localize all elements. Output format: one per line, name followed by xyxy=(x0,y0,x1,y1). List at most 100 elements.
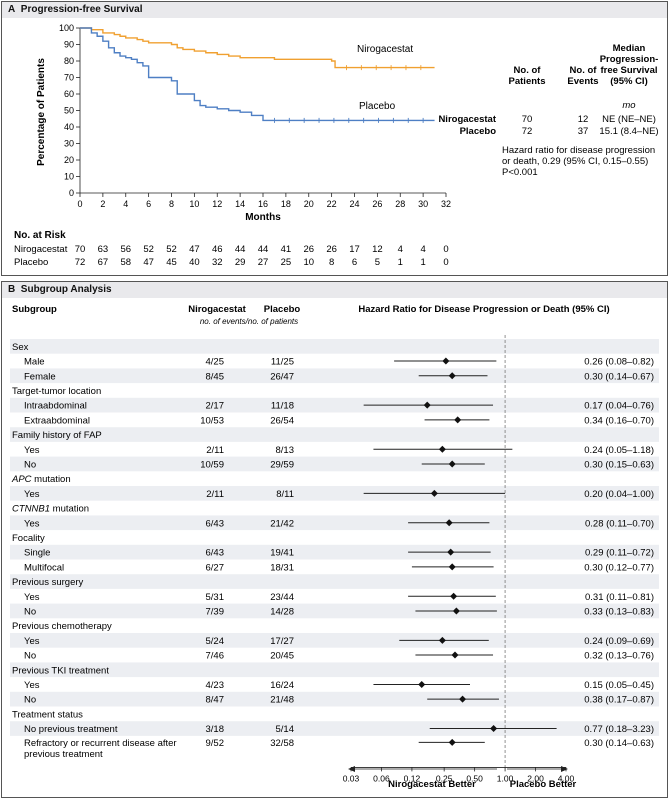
risk-value: 0 xyxy=(443,257,448,268)
subgroup-label: Male xyxy=(24,357,45,368)
risk-value: 27 xyxy=(258,257,269,268)
placebo-events: 11/18 xyxy=(271,401,294,412)
subgroup-header: Previous TKI treatment xyxy=(12,665,109,676)
km-x-tick-label: 24 xyxy=(349,199,359,209)
panel-b: B Subgroup Analysis Subgroup Nirogacesta… xyxy=(1,281,668,798)
legend-row-placebo-events: 37 xyxy=(578,126,589,137)
subgroup-label: Female xyxy=(24,371,56,382)
panel-b-title: Subgroup Analysis xyxy=(20,284,112,295)
row-band xyxy=(10,486,659,501)
niro-events: 3/18 xyxy=(206,724,225,735)
hr-ci-text: 0.30 (0.12–0.77) xyxy=(584,562,654,573)
risk-value: 52 xyxy=(166,244,177,255)
hr-point xyxy=(454,416,462,424)
km-curve-placebo xyxy=(80,27,435,122)
km-x-tick-label: 26 xyxy=(372,199,382,209)
hr-point xyxy=(448,372,456,380)
hr-ci-text: 0.30 (0.14–0.63) xyxy=(584,738,654,749)
row-band xyxy=(10,662,659,678)
subgroup-header: CTNNB1 mutation xyxy=(12,504,89,515)
subgroup-header: APC mutation xyxy=(11,474,71,485)
km-x-tick-label: 22 xyxy=(327,199,337,209)
hr-ci-text: 0.38 (0.17–0.87) xyxy=(584,695,654,706)
hr-point xyxy=(423,401,431,409)
risk-value: 1 xyxy=(398,257,403,268)
subgroup-label: Multifocal xyxy=(24,562,64,573)
placebo-events: 16/24 xyxy=(270,680,294,691)
risk-value: 58 xyxy=(120,257,131,268)
placebo-events: 29/59 xyxy=(270,459,294,470)
placebo-events: 26/54 xyxy=(270,415,294,426)
hr-ci-text: 0.77 (0.18–3.23) xyxy=(584,724,654,735)
risk-value: 29 xyxy=(235,257,246,268)
col-subgroup: Subgroup xyxy=(12,304,57,315)
hr-point xyxy=(448,460,456,468)
subgroup-label: No xyxy=(24,459,36,470)
legend-row-placebo-patients: 72 xyxy=(522,126,533,137)
subgroup-label: No xyxy=(24,606,36,617)
hr-point xyxy=(438,636,446,644)
panel-b-header: B Subgroup Analysis xyxy=(2,282,667,298)
subgroup-label: No xyxy=(24,695,36,706)
subgroup-header: Family history of FAP xyxy=(12,430,102,441)
col-nirogacestat: Nirogacestat xyxy=(188,304,246,315)
subgroup-header: Treatment status xyxy=(12,709,83,720)
niro-events: 7/46 xyxy=(206,651,225,662)
panel-b-letter: B xyxy=(8,284,16,295)
km-x-tick-label: 2 xyxy=(100,199,105,209)
niro-events: 9/52 xyxy=(206,738,225,749)
km-x-tick-label: 10 xyxy=(189,199,199,209)
row-band xyxy=(10,368,659,384)
niro-events: 10/59 xyxy=(200,459,224,470)
hr-ci-text: 0.32 (0.13–0.76) xyxy=(584,651,654,662)
risk-table-title: No. at Risk xyxy=(14,230,66,241)
km-y-tick-label: 20 xyxy=(64,155,74,165)
direction-arrows: Nirogacestat Better Placebo Better xyxy=(348,766,577,790)
hr-ci-text: 0.34 (0.16–0.70) xyxy=(584,415,654,426)
col-hazard-ratio: Hazard Ratio for Disease Progression or … xyxy=(358,304,609,315)
row-band xyxy=(10,721,659,736)
subgroup-label: Yes xyxy=(24,489,40,500)
hr-point xyxy=(459,695,467,703)
hr-ci-text: 0.28 (0.11–0.70) xyxy=(585,518,654,529)
subgroup-label: No previous treatment xyxy=(24,724,118,735)
km-x-tick-label: 0 xyxy=(77,199,82,209)
risk-value: 6 xyxy=(352,257,357,268)
legend-row-niro-median: NE (NE–NE) xyxy=(602,114,656,125)
row-band xyxy=(10,633,659,648)
hr-point xyxy=(448,738,456,746)
km-x-tick-label: 14 xyxy=(235,199,245,209)
risk-value: 45 xyxy=(166,257,177,268)
placebo-events: 18/31 xyxy=(270,562,294,573)
niro-events: 7/39 xyxy=(206,606,225,617)
subgroup-label: Single xyxy=(24,548,50,559)
km-y-tick-label: 80 xyxy=(64,56,74,66)
placebo-events: 20/45 xyxy=(270,651,294,662)
km-label-nirogacestat: Nirogacestat xyxy=(357,44,413,55)
row-band xyxy=(10,339,659,354)
niro-events: 6/43 xyxy=(206,548,225,559)
risk-value: 63 xyxy=(98,244,109,255)
risk-value: 32 xyxy=(212,257,223,268)
km-y-tick-label: 50 xyxy=(64,106,74,116)
km-y-tick-label: 90 xyxy=(64,40,74,50)
placebo-events: 21/48 xyxy=(270,695,294,706)
subgroup-label: Intraabdominal xyxy=(24,401,87,412)
hr-point xyxy=(418,680,426,688)
risk-value: 72 xyxy=(75,257,86,268)
subgroup-label: Refractory or recurrent disease after xyxy=(24,738,177,749)
risk-row-label-placebo: Placebo xyxy=(14,257,48,268)
forest-x-tick-label: 0.06 xyxy=(373,773,390,783)
arrow-right-head xyxy=(561,766,568,772)
risk-value: 5 xyxy=(375,257,380,268)
subgroup-header: Focality xyxy=(12,533,45,544)
niro-events: 2/17 xyxy=(206,401,225,412)
niro-events: 4/25 xyxy=(206,357,225,368)
forest-x-tick-label: 0.50 xyxy=(466,773,483,783)
placebo-events: 21/42 xyxy=(270,518,294,529)
km-y-tick-label: 30 xyxy=(64,139,74,149)
hr-ci-text: 0.30 (0.15–0.63) xyxy=(584,459,654,470)
risk-value: 40 xyxy=(189,257,200,268)
risk-value: 56 xyxy=(120,244,131,255)
